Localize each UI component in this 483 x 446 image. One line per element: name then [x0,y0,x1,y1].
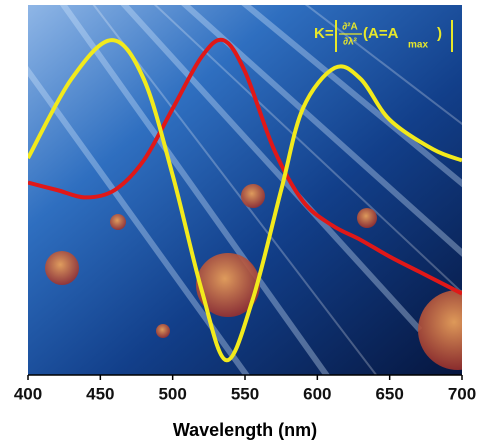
x-tick-label: 650 [375,384,403,403]
x-tick-label: 500 [158,384,186,403]
formula-suffix: ) [437,25,442,42]
plot [28,37,462,363]
x-tick-label: 700 [448,384,476,403]
x-axis-label: Wavelength (nm) [173,420,317,440]
formula-denominator: ∂λ² [343,37,358,48]
series-line [28,37,462,296]
formula-prefix: K= [314,25,334,42]
x-tick-label: 550 [231,384,259,403]
formula: K= ∂²A ∂λ² (A=A max ) [314,20,453,52]
x-tick-label: 400 [14,384,42,403]
formula-numerator: ∂²A [342,22,358,33]
series-line [28,38,462,363]
x-tick-label: 450 [86,384,114,403]
x-tick-label: 600 [303,384,331,403]
formula-subscript: max [408,40,428,51]
formula-body: (A=A [363,25,399,42]
